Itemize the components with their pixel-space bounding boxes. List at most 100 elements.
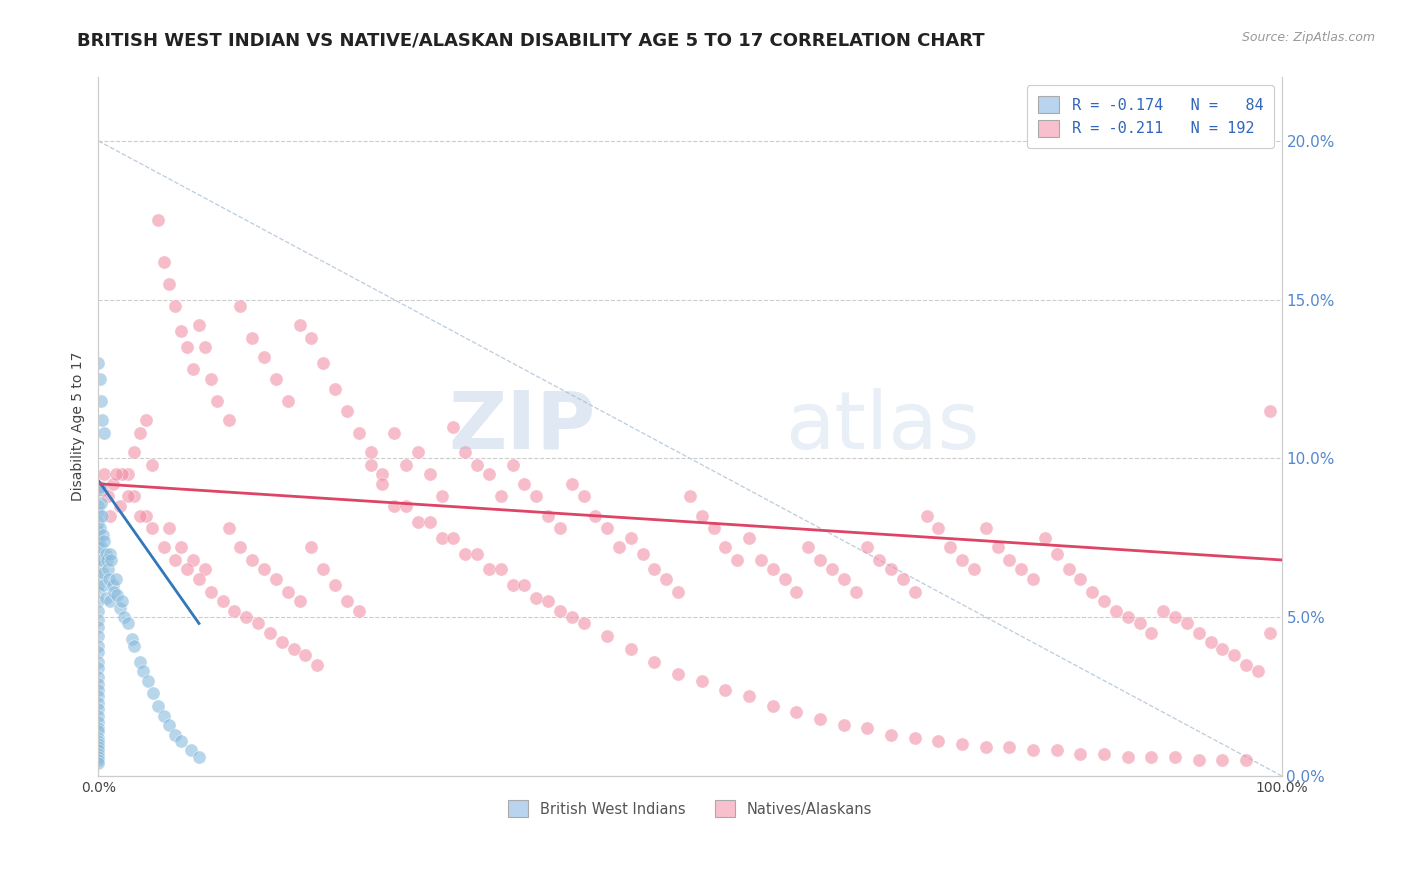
Point: [465, 458, 488, 472]
Point: [89, 521, 111, 535]
Point: [218, 413, 240, 427]
Point: [87, 629, 110, 643]
Point: [94, 591, 117, 605]
Point: [561, 610, 583, 624]
Point: [524, 591, 547, 605]
Point: [152, 708, 174, 723]
Point: [157, 521, 180, 535]
Point: [98, 508, 121, 523]
Point: [347, 425, 370, 440]
Point: [336, 403, 359, 417]
Point: [91, 527, 114, 541]
Point: [1116, 749, 1139, 764]
Point: [181, 553, 204, 567]
Point: [87, 594, 110, 608]
Point: [738, 531, 761, 545]
Point: [1211, 753, 1233, 767]
Point: [454, 445, 477, 459]
Point: [117, 490, 139, 504]
Point: [170, 734, 193, 748]
Point: [87, 714, 110, 729]
Point: [87, 531, 110, 545]
Point: [537, 594, 560, 608]
Point: [87, 721, 110, 735]
Point: [100, 553, 122, 567]
Point: [277, 394, 299, 409]
Point: [371, 476, 394, 491]
Point: [1188, 626, 1211, 640]
Point: [1211, 641, 1233, 656]
Point: [122, 490, 145, 504]
Point: [513, 578, 536, 592]
Point: [1175, 616, 1198, 631]
Point: [264, 572, 287, 586]
Point: [430, 531, 453, 545]
Point: [87, 749, 110, 764]
Point: [87, 613, 110, 627]
Point: [294, 648, 316, 663]
Point: [299, 331, 322, 345]
Point: [91, 553, 114, 567]
Point: [87, 743, 110, 757]
Point: [108, 499, 131, 513]
Text: atlas: atlas: [785, 388, 979, 466]
Point: [714, 541, 737, 555]
Point: [87, 524, 110, 539]
Point: [87, 645, 110, 659]
Point: [1116, 610, 1139, 624]
Point: [524, 490, 547, 504]
Point: [1247, 664, 1270, 678]
Point: [1033, 531, 1056, 545]
Point: [87, 499, 110, 513]
Point: [200, 372, 222, 386]
Point: [927, 734, 949, 748]
Point: [97, 562, 120, 576]
Point: [96, 553, 118, 567]
Point: [135, 413, 157, 427]
Point: [382, 499, 405, 513]
Point: [87, 670, 110, 684]
Point: [785, 584, 807, 599]
Point: [880, 562, 903, 576]
Point: [141, 521, 163, 535]
Point: [87, 690, 110, 704]
Point: [152, 254, 174, 268]
Text: ZIP: ZIP: [449, 388, 595, 466]
Point: [974, 521, 997, 535]
Point: [489, 490, 512, 504]
Point: [90, 496, 112, 510]
Point: [93, 578, 115, 592]
Point: [87, 639, 110, 653]
Point: [856, 541, 879, 555]
Point: [808, 712, 831, 726]
Point: [117, 616, 139, 631]
Point: [288, 594, 311, 608]
Point: [323, 382, 346, 396]
Point: [1234, 657, 1257, 672]
Point: [1164, 749, 1187, 764]
Point: [98, 594, 121, 608]
Point: [561, 476, 583, 491]
Point: [98, 547, 121, 561]
Point: [1258, 626, 1281, 640]
Point: [832, 718, 855, 732]
Point: [89, 372, 111, 386]
Point: [87, 541, 110, 555]
Point: [631, 547, 654, 561]
Point: [188, 318, 211, 332]
Point: [904, 731, 927, 745]
Point: [371, 467, 394, 482]
Y-axis label: Disability Age 5 to 17: Disability Age 5 to 17: [72, 352, 86, 501]
Point: [87, 515, 110, 529]
Point: [205, 394, 228, 409]
Point: [690, 508, 713, 523]
Point: [939, 541, 962, 555]
Point: [87, 747, 110, 761]
Point: [1128, 616, 1150, 631]
Point: [762, 698, 785, 713]
Point: [240, 331, 263, 345]
Point: [441, 419, 464, 434]
Point: [194, 562, 217, 576]
Point: [406, 515, 429, 529]
Point: [87, 559, 110, 574]
